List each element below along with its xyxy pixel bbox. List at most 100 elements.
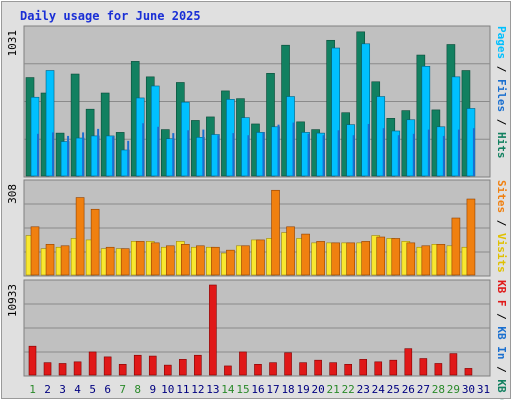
x-tick-label: 30 (462, 383, 475, 396)
bar-kb (434, 363, 443, 376)
bar-kb (148, 355, 157, 376)
right-axis-label-bottom: KB F / KB In / KB Out (495, 280, 508, 400)
right-axis-part: KB Out (495, 379, 508, 400)
x-tick-label: 18 (281, 383, 294, 396)
right-axis-label-top: Pages / Files / Hits (495, 26, 508, 159)
right-axis-part: KB F (495, 280, 508, 307)
bar-sites (75, 197, 85, 276)
bar-kb (284, 352, 292, 376)
bar-files (382, 128, 385, 176)
bar-sites (466, 198, 476, 276)
x-tick-label: 24 (372, 383, 386, 396)
bar-files (352, 135, 355, 176)
x-tick-label: 26 (402, 383, 415, 396)
bar-files (67, 135, 70, 176)
bar-kb (194, 354, 202, 376)
bar-files (337, 130, 340, 176)
bar-kb (314, 359, 322, 376)
bar-kb (389, 359, 398, 376)
bar-files (112, 136, 115, 176)
x-tick-label: 9 (149, 383, 156, 396)
bar-sites (90, 208, 100, 276)
bar-sites (451, 217, 461, 276)
right-axis-part: Files (495, 79, 508, 112)
bar-files (442, 135, 445, 176)
x-tick-label: 29 (447, 383, 460, 396)
x-tick-label: 19 (296, 383, 309, 396)
x-tick-label: 27 (417, 383, 430, 396)
bar-sites (436, 244, 446, 276)
x-tick-label: 3 (59, 383, 66, 396)
x-tick-label: 7 (119, 383, 126, 396)
bar-kb (254, 363, 262, 376)
bar-kb (179, 359, 187, 376)
right-axis-part: / (495, 213, 508, 233)
bar-kb (359, 359, 368, 376)
bar-kb (133, 354, 142, 376)
bar-files (157, 126, 160, 176)
bar-kb (419, 358, 428, 376)
x-tick-label: 4 (74, 383, 81, 396)
x-tick-label: 2 (44, 383, 51, 396)
bar-files (292, 122, 295, 176)
bar-files (367, 123, 370, 176)
bar-kb (404, 348, 413, 376)
x-tick-label: 25 (387, 383, 400, 396)
bar-kb (344, 363, 352, 376)
bar-sites (361, 241, 371, 276)
bar-files (127, 140, 130, 176)
bar-pages (45, 70, 55, 177)
bar-sites (271, 189, 280, 276)
bar-files (82, 132, 85, 176)
x-tick-label: 5 (89, 383, 96, 396)
bar-sites (286, 226, 295, 276)
right-axis-part: Visits (495, 233, 508, 273)
bar-pages (421, 66, 431, 177)
bar-files (187, 130, 190, 176)
bar-files (457, 129, 460, 176)
x-tick-label: 31 (477, 383, 490, 396)
x-tick-label: 12 (191, 383, 204, 396)
x-tick-label: 22 (342, 383, 355, 396)
x-tick-label: 13 (206, 383, 219, 396)
bar-sites (105, 246, 115, 276)
x-tick-label: 11 (176, 383, 189, 396)
x-tick-label: 6 (104, 383, 111, 396)
y-tick-label: 1031 (6, 30, 19, 57)
bar-sites (120, 248, 130, 276)
right-axis-part: Hits (495, 132, 508, 159)
x-tick-label: 15 (236, 383, 249, 396)
bar-kb (299, 362, 307, 376)
bar-sites (60, 245, 70, 276)
y-tick-label: 10933 (6, 284, 19, 317)
x-tick-label: 20 (312, 383, 325, 396)
bar-kb (449, 353, 458, 376)
bar-sites (256, 239, 265, 276)
bar-kb (73, 361, 82, 376)
bar-files (427, 129, 430, 176)
bar-kb (239, 351, 247, 376)
bar-files (52, 132, 55, 176)
bar-kb (58, 363, 67, 376)
bar-sites (135, 241, 145, 276)
x-tick-label: 8 (134, 383, 141, 396)
bar-sites (391, 238, 401, 276)
bar-kb (329, 362, 337, 376)
right-axis-part: / (495, 59, 508, 79)
bar-sites (331, 242, 340, 276)
bar-sites (196, 245, 205, 276)
x-tick-label: 16 (251, 383, 264, 396)
bar-sites (150, 242, 160, 276)
x-tick-label: 17 (266, 383, 279, 396)
bar-pages (451, 76, 461, 177)
bar-sites (45, 244, 55, 276)
bar-kb (43, 362, 52, 376)
bar-kb (28, 345, 37, 376)
bar-hits (266, 73, 275, 177)
x-tick-label: 21 (327, 383, 340, 396)
bar-sites (301, 233, 310, 276)
bar-sites (346, 242, 355, 276)
x-tick-label: 23 (357, 383, 370, 396)
right-axis-part: / (495, 112, 508, 132)
bar-kb (224, 365, 232, 376)
